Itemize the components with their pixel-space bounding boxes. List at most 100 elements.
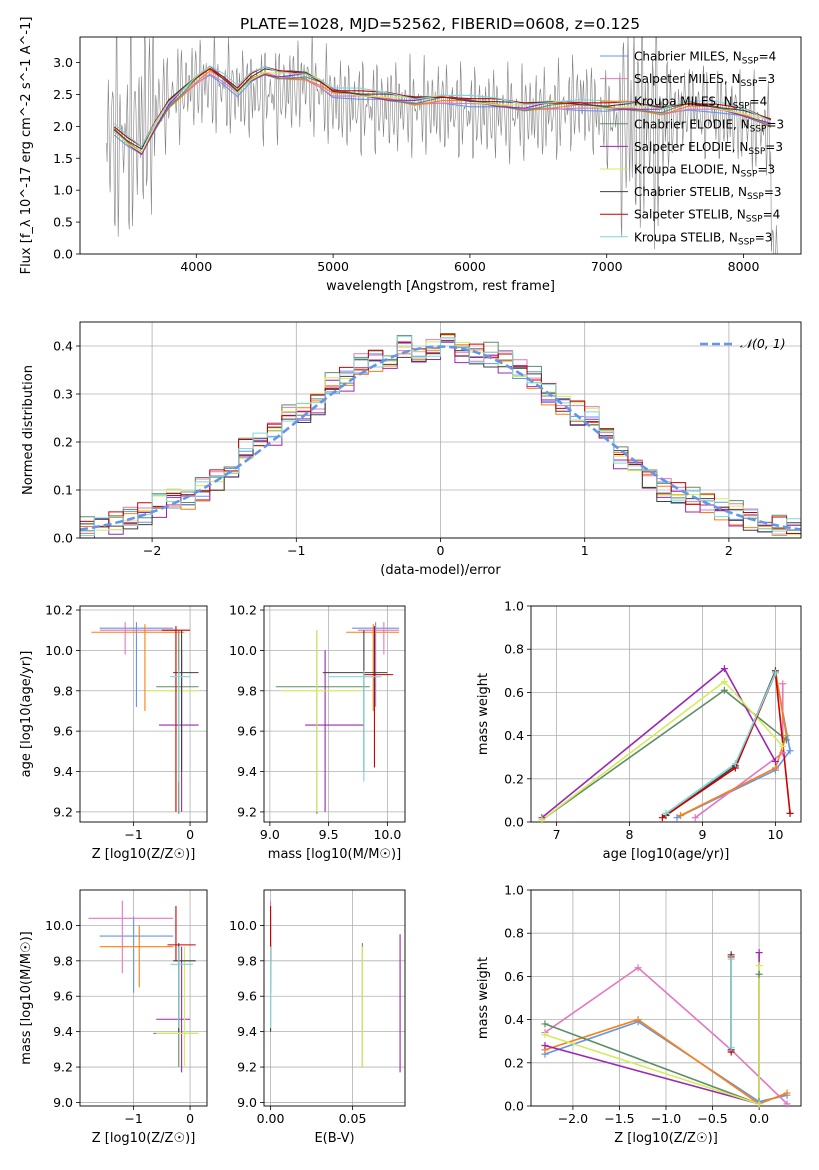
plot-area [275, 622, 400, 814]
y-tick-label: 0.4 [504, 728, 524, 743]
weight-line [544, 1018, 788, 1105]
y-tick-label: 9.6 [53, 724, 73, 739]
x-tick-label: 2 [725, 543, 733, 558]
x-tick-label: 8000 [728, 259, 760, 274]
y-tick-label: 0.4 [53, 339, 73, 354]
weight-marker [755, 962, 763, 970]
y-tick-label: 9.2 [53, 1060, 73, 1075]
y-tick-label: 10.0 [229, 643, 257, 658]
weight-marker [771, 669, 779, 677]
weight-marker [673, 814, 681, 822]
weight-line [661, 672, 791, 819]
observed-spectrum [106, 37, 778, 254]
y-tick-label: 9.2 [237, 1060, 257, 1075]
weight-marker [782, 736, 790, 744]
axes-frame [530, 889, 802, 1107]
y-tick-label: 10.0 [45, 643, 73, 658]
x-tick-label: 10.0 [373, 827, 401, 842]
axes-frame [79, 605, 208, 823]
axes-frame [263, 605, 406, 823]
x-tick-label: −1 [124, 827, 142, 842]
y-tick-label: 9.2 [237, 804, 257, 819]
y-tick-label: 1.0 [504, 883, 524, 898]
axes-frame [263, 889, 406, 1107]
weight-marker [755, 949, 763, 957]
normal-reference-curve [80, 345, 801, 531]
plot-area [270, 900, 401, 1073]
y-tick-label: 0.4 [504, 1012, 524, 1027]
weight-line [541, 680, 784, 821]
plot-area [80, 333, 801, 538]
x-tick-label: 7000 [591, 259, 623, 274]
x-tick-label: −1.0 [651, 1111, 681, 1126]
x-tick-label: −0.5 [697, 1111, 727, 1126]
axes-frame [530, 605, 802, 823]
x-tick-label: −2.0 [558, 1111, 588, 1126]
legend-entry: Chabrier STELIB, NSSP=3 [634, 185, 782, 202]
y-axis-label: age [log10(age/yr)] [19, 651, 34, 778]
legend-entry: Chabrier MILES, NSSP=4 [634, 50, 776, 67]
axes-frame [79, 36, 802, 255]
x-tick-label: 1 [581, 543, 589, 558]
weight-marker [634, 1016, 642, 1024]
weight-line [544, 965, 760, 1105]
model-spectrum-line [113, 68, 772, 150]
weight-marker [720, 678, 728, 686]
legend-entry: Kroupa ELODIE, NSSP=3 [634, 163, 775, 180]
y-tick-label: 9.8 [53, 683, 73, 698]
plot-area [91, 622, 199, 814]
x-tick-label: 0 [186, 1111, 194, 1126]
y-tick-label: 0.8 [504, 926, 524, 941]
weight-marker [779, 742, 787, 750]
x-tick-label: 5000 [317, 259, 349, 274]
axes-frame [79, 889, 208, 1107]
y-tick-label: 0.0 [504, 815, 524, 830]
weight-marker [634, 964, 642, 972]
weight-marker [658, 814, 666, 822]
legend-entry: 𝒩(0, 1) [740, 336, 786, 351]
y-tick-label: 1.0 [504, 599, 524, 614]
weight-marker [727, 1044, 735, 1052]
y-tick-label: 9.8 [237, 953, 257, 968]
age-vs-mass-panel: 9.0 9.5 10.0 9.2 9.4 9.6 9.8 10.0 10.2 mass [log1… [229, 603, 406, 862]
y-axis-label: Flux [f_λ 10^-17 erg cm^-2 s^-1 A^-1] [19, 17, 34, 275]
y-tick-label: 9.4 [237, 1024, 257, 1039]
weight-marker [755, 1100, 763, 1108]
y-tick-label: 9.2 [53, 804, 73, 819]
y-tick-label: 2.0 [53, 119, 73, 134]
y-tick-label: 0.2 [504, 1055, 524, 1070]
weight-marker [779, 680, 787, 688]
y-tick-label: 0.8 [504, 642, 524, 657]
weight-marker [727, 955, 735, 963]
y-tick-label: 10.2 [45, 603, 73, 618]
age-vs-metallicity-panel: −1 0 9.2 9.4 9.6 9.8 10.0 10.2 Z [log10(Z/Z☉)] ag… [19, 603, 208, 862]
y-tick-label: 0.6 [504, 969, 524, 984]
y-tick-label: 0.0 [53, 531, 73, 546]
weight-marker [786, 747, 794, 755]
x-axis-label: mass [log10(M/M☉)] [268, 847, 401, 862]
x-tick-label: −1 [287, 543, 305, 558]
y-tick-label: 9.6 [237, 724, 257, 739]
x-tick-label: −2 [143, 543, 161, 558]
weight-marker [783, 1100, 791, 1108]
x-tick-label: 6000 [454, 259, 486, 274]
x-tick-label: 0 [186, 827, 194, 842]
plot-area [106, 37, 778, 254]
y-axis-label: mass weight [476, 957, 491, 1039]
y-tick-label: 1.5 [53, 151, 73, 166]
axes-frame [79, 321, 802, 539]
weight-marker [541, 1020, 549, 1028]
x-tick-label: −1 [124, 1111, 142, 1126]
x-axis-label: E(B-V) [314, 1131, 354, 1146]
y-tick-label: 10.2 [229, 603, 257, 618]
y-tick-label: 0.6 [504, 685, 524, 700]
weight-line [680, 670, 788, 817]
y-tick-label: 0.3 [53, 387, 73, 402]
x-tick-label: 8 [626, 827, 634, 842]
y-tick-label: 10.0 [45, 918, 73, 933]
weight-marker [720, 686, 728, 694]
y-tick-label: 9.0 [53, 1095, 73, 1110]
figure-title: PLATE=1028, MJD=52562, FIBERID=0608, z=0… [240, 15, 640, 33]
mass-vs-ebv-panel: 0.00 0.05 9.0 9.2 9.4 9.6 9.8 10.0 E(B-V) [229, 889, 406, 1146]
weight-marker [779, 749, 787, 757]
